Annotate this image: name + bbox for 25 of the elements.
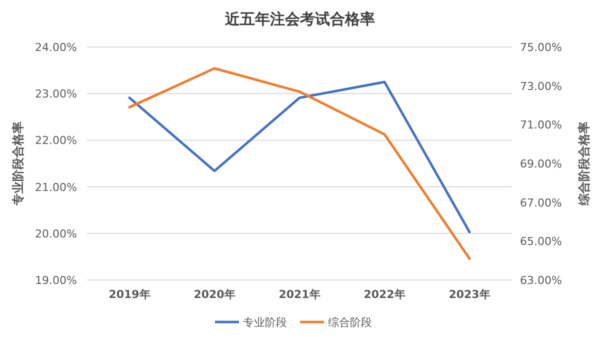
legend-label: 专业阶段 bbox=[243, 316, 287, 329]
x-tick-label: 2023年 bbox=[448, 288, 490, 301]
x-tick-label: 2021年 bbox=[278, 288, 320, 301]
y2-tick-label: 65.00% bbox=[520, 235, 562, 248]
y2-axis-title: 综合阶段合格率 bbox=[577, 122, 591, 206]
y-tick-label: 20.00% bbox=[35, 227, 77, 240]
y2-tick-label: 67.00% bbox=[520, 196, 562, 210]
y-tick-label: 23.00% bbox=[35, 88, 77, 101]
y2-tick-label: 71.00% bbox=[520, 118, 562, 132]
y2-tick-label: 75.00% bbox=[520, 41, 562, 54]
y-axis-title: 专业阶段合格率 bbox=[11, 122, 25, 206]
chart-title: 近五年注会考试合格率 bbox=[224, 10, 375, 28]
y-tick-label: 24.00% bbox=[35, 41, 77, 54]
y-tick-label: 22.00% bbox=[35, 134, 77, 148]
x-tick-label: 2019年 bbox=[108, 288, 150, 301]
legend-label: 综合阶段 bbox=[328, 316, 372, 329]
line-series bbox=[128, 67, 471, 260]
line-series bbox=[128, 80, 471, 234]
y-tick-label: 21.00% bbox=[35, 180, 77, 194]
x-tick-label: 2020年 bbox=[194, 288, 236, 301]
x-tick-label: 2022年 bbox=[364, 288, 406, 301]
y2-tick-label: 73.00% bbox=[520, 80, 562, 93]
y2-tick-label: 69.00% bbox=[520, 158, 562, 170]
y2-tick-label: 63.00% bbox=[520, 274, 562, 287]
y-tick-label: 19.00% bbox=[35, 274, 77, 287]
